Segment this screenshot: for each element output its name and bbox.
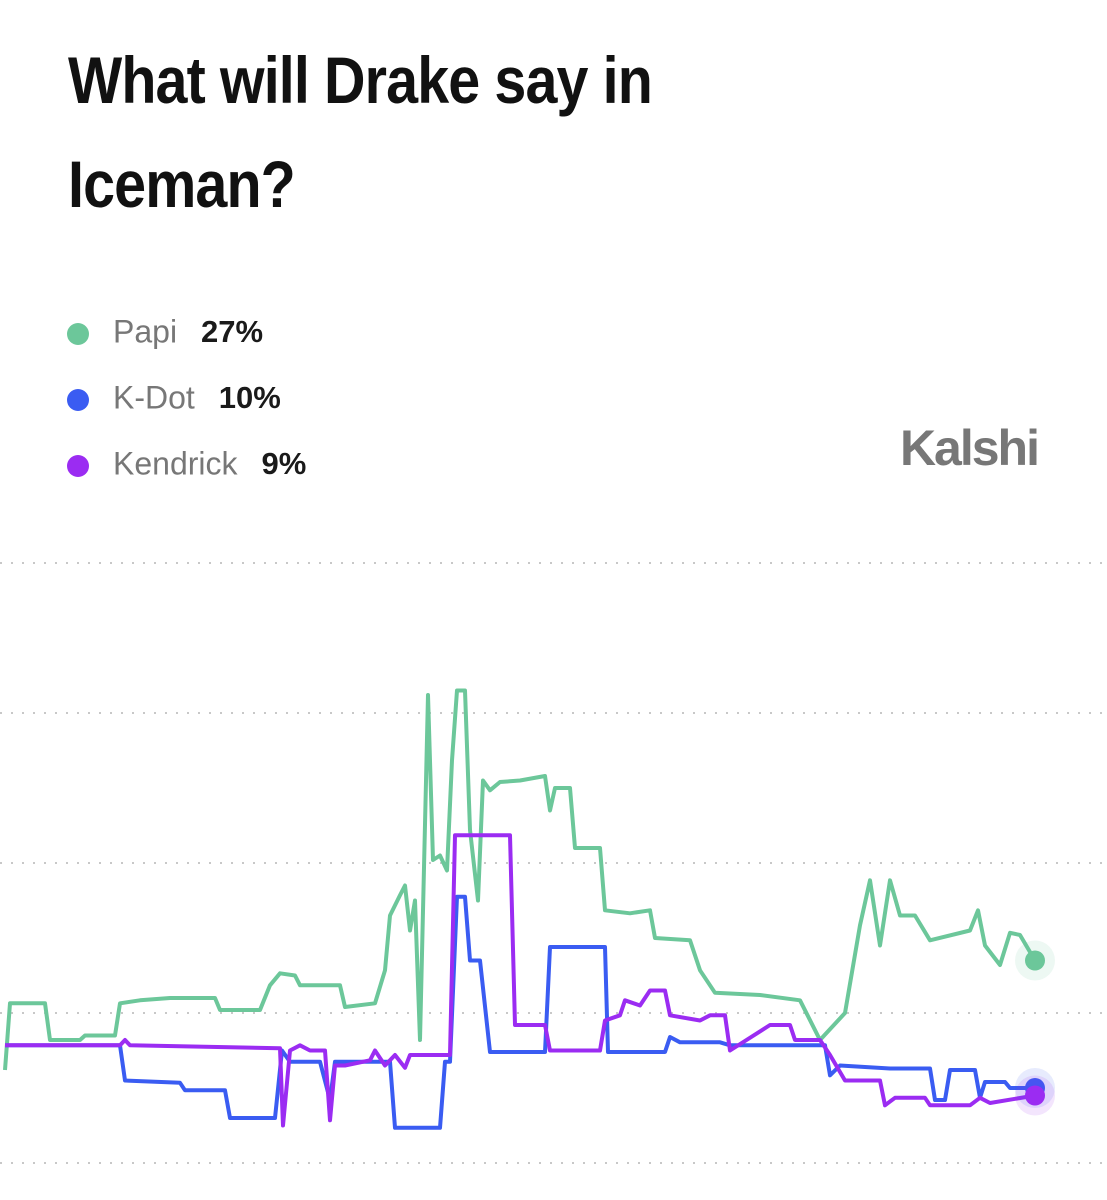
- series-line: [3, 688, 1037, 1071]
- legend-label: K-Dot: [113, 379, 195, 415]
- legend-marker: [67, 323, 89, 345]
- legend-value: 10%: [219, 380, 281, 415]
- legend-label: Kendrick: [113, 445, 239, 481]
- legend-marker: [67, 455, 89, 477]
- series-line: [5, 833, 1036, 1128]
- legend-value: 9%: [262, 446, 307, 481]
- brand-logo: Kalshi: [900, 420, 1038, 476]
- current-marker: [1025, 1085, 1045, 1106]
- chart-title: What will Drake say in Iceman?: [68, 43, 653, 221]
- legend-label: Papi: [113, 313, 177, 349]
- legend-marker: [67, 389, 89, 411]
- current-marker: [1025, 950, 1045, 971]
- legend-value: 27%: [201, 314, 263, 349]
